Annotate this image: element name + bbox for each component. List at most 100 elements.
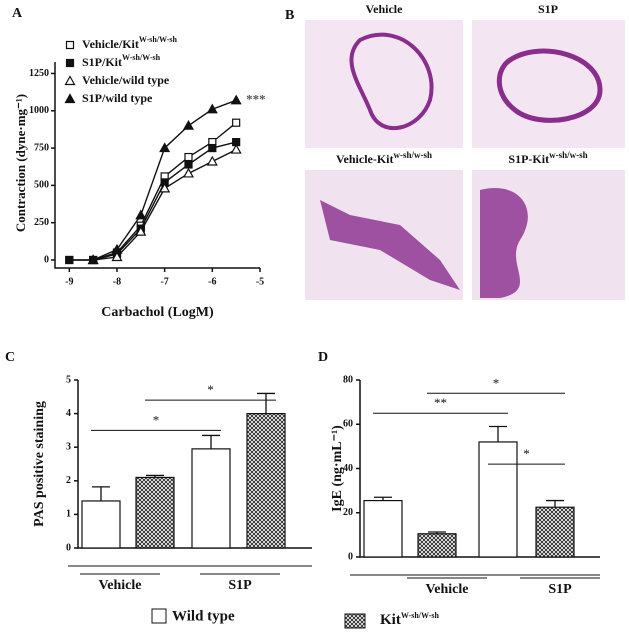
legend-label-sup: W-sh/W-sh — [122, 53, 161, 62]
y-tick-label: 60 — [343, 419, 353, 430]
marker — [135, 225, 147, 236]
marker — [182, 167, 195, 178]
bar — [135, 476, 175, 549]
image-s1p — [472, 20, 625, 148]
image-title: Vehicle-Kitw-sh/w-sh — [336, 150, 432, 166]
legend-label-main: Vehicle/wild type — [82, 73, 170, 87]
marker — [135, 209, 147, 220]
image-title-sup: w-sh/w-sh — [549, 150, 588, 160]
panel-label: B — [285, 8, 294, 23]
legend-label-sup: W-sh/W-sh — [401, 611, 440, 620]
marker — [184, 160, 193, 169]
x-tick-label: -8 — [113, 276, 121, 287]
y-tick-label: 500 — [34, 180, 49, 191]
y-tick-label: 1000 — [29, 105, 49, 116]
legend-label: KitW-sh/W-sh — [380, 611, 439, 629]
marker — [111, 243, 123, 254]
bar — [81, 500, 121, 549]
y-tick-label: 4 — [66, 408, 71, 419]
x-axis-label: Carbachol (LogM) — [101, 305, 214, 320]
y-tick-label: 3 — [66, 441, 71, 452]
legend-label-main: Kit — [380, 612, 401, 628]
y-tick-label: 5 — [66, 374, 71, 385]
group-label: S1P — [548, 582, 572, 597]
marker — [182, 119, 195, 130]
y-tick-label: 20 — [343, 507, 353, 518]
bar — [535, 506, 575, 558]
marker — [87, 254, 99, 265]
image-title: Vehicle — [366, 2, 404, 16]
panel-label: A — [12, 6, 23, 21]
image-title-main: Vehicle-Kit — [336, 152, 394, 166]
marker — [232, 118, 241, 127]
y-tick-label: 250 — [34, 217, 49, 228]
image-title: S1P-Kitw-sh/w-sh — [508, 150, 587, 166]
image-title: S1P — [538, 2, 558, 16]
significance-label: * — [523, 446, 530, 461]
marker — [159, 142, 171, 153]
y-tick-label: 2 — [66, 475, 71, 486]
legend-label-main: S1P/Kit — [82, 55, 122, 69]
axis — [54, 62, 260, 269]
legend-label: Wild type — [172, 608, 235, 624]
y-tick-label: 1250 — [29, 68, 49, 79]
x-tick-label: -7 — [160, 276, 168, 287]
legend-label-main: Vehicle/Kit — [82, 37, 139, 51]
bar — [478, 441, 518, 558]
curve — [93, 148, 237, 261]
legend-marker — [65, 40, 75, 50]
marker — [206, 103, 218, 114]
image-title-main: S1P-Kit — [508, 152, 549, 166]
legend-marker — [64, 93, 76, 104]
marker — [65, 255, 74, 265]
legend-marker — [65, 58, 75, 68]
legend-marker — [64, 75, 76, 86]
y-axis-label: Contraction (dyne·mg⁻¹) — [13, 94, 28, 232]
y-tick-label: 0 — [66, 542, 71, 553]
marker — [111, 251, 123, 262]
y-axis-label: IgE (ng·mL⁻¹) — [330, 425, 345, 512]
x-tick-label: -5 — [256, 276, 264, 287]
legend-swatch — [344, 613, 366, 629]
marker — [159, 182, 171, 193]
legend-label-main: S1P/wild type — [82, 91, 153, 105]
y-tick-label: 0 — [348, 551, 353, 562]
group-label: S1P — [228, 578, 252, 593]
significance-label: ** — [434, 395, 447, 410]
y-axis-label: PAS positive staining — [32, 401, 47, 527]
y-tick-label: 80 — [343, 374, 353, 385]
bar — [363, 499, 403, 558]
significance-label: * — [153, 412, 160, 427]
y-tick-label: 40 — [343, 463, 353, 474]
bar — [417, 533, 457, 558]
marker — [184, 152, 193, 162]
group-label: Vehicle — [98, 578, 141, 593]
legend-label: Vehicle/KitW-sh/W-sh — [82, 35, 178, 51]
marker — [206, 155, 218, 166]
significance-label: * — [207, 382, 214, 397]
legend-label-sup: W-sh/W-sh — [139, 35, 178, 44]
y-tick-label: 0 — [44, 254, 49, 265]
panel-label: D — [318, 350, 328, 365]
marker — [208, 143, 217, 153]
legend-swatch — [151, 608, 167, 624]
y-tick-label: 1 — [66, 509, 71, 520]
panel-label: C — [5, 350, 15, 365]
bar — [246, 413, 286, 549]
bar — [191, 448, 231, 549]
x-tick-label: -9 — [65, 276, 73, 287]
legend-label: Vehicle/wild type — [82, 73, 170, 87]
marker — [230, 143, 242, 154]
legend-label: S1P/KitW-sh/W-sh — [82, 53, 161, 69]
marker — [230, 94, 242, 105]
legend-label: S1P/wild type — [82, 91, 153, 105]
image-vehicle — [305, 20, 463, 148]
group-label: Vehicle — [425, 582, 468, 597]
annotation: *** — [246, 91, 265, 106]
significance-label: * — [493, 375, 500, 390]
x-tick-label: -6 — [208, 276, 216, 287]
image-title-sup: w-sh/w-sh — [394, 150, 433, 160]
histology-images — [305, 20, 625, 300]
y-tick-label: 750 — [34, 142, 49, 153]
